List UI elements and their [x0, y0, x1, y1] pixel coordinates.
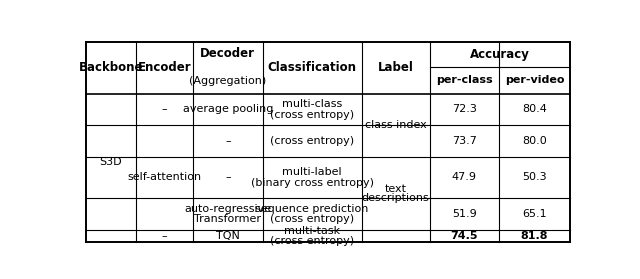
Text: multi-task: multi-task	[284, 226, 340, 235]
Text: 81.8: 81.8	[521, 231, 548, 241]
Text: 51.9: 51.9	[452, 209, 477, 219]
Text: text: text	[385, 184, 406, 194]
Text: multi-class: multi-class	[282, 99, 342, 109]
Text: class index: class index	[365, 120, 427, 130]
Text: (cross entropy): (cross entropy)	[270, 236, 354, 246]
Text: Transformer: Transformer	[195, 214, 261, 224]
Text: TQN: TQN	[216, 231, 240, 241]
Text: Label: Label	[378, 61, 413, 74]
Text: multi-label: multi-label	[282, 167, 342, 177]
Text: 47.9: 47.9	[452, 172, 477, 182]
Text: average pooling: average pooling	[182, 104, 273, 114]
Text: Backbone: Backbone	[79, 61, 143, 74]
Text: self-attention: self-attention	[127, 172, 202, 182]
Text: 80.0: 80.0	[522, 136, 547, 146]
Text: –: –	[161, 104, 167, 114]
Text: (cross entropy): (cross entropy)	[270, 214, 354, 224]
Text: –: –	[161, 231, 167, 241]
Text: (binary cross entropy): (binary cross entropy)	[251, 178, 374, 188]
Text: (cross entropy): (cross entropy)	[270, 136, 354, 146]
Text: (cross entropy): (cross entropy)	[270, 110, 354, 120]
Text: 74.5: 74.5	[451, 231, 478, 241]
Text: 50.3: 50.3	[522, 172, 547, 182]
Text: 65.1: 65.1	[522, 209, 547, 219]
Text: sequence prediction: sequence prediction	[255, 204, 369, 213]
Text: auto-regressive: auto-regressive	[184, 204, 271, 213]
Text: per-class: per-class	[436, 75, 493, 85]
Text: –: –	[225, 172, 230, 182]
Text: 80.4: 80.4	[522, 104, 547, 114]
Text: 72.3: 72.3	[452, 104, 477, 114]
Text: Decoder: Decoder	[200, 47, 255, 60]
Text: Encoder: Encoder	[138, 61, 191, 74]
Text: –: –	[225, 136, 230, 146]
Text: S3D: S3D	[99, 157, 122, 167]
Text: per-video: per-video	[505, 75, 564, 85]
Text: (Aggregation): (Aggregation)	[189, 76, 266, 86]
Text: descriptions: descriptions	[362, 193, 429, 203]
Text: 73.7: 73.7	[452, 136, 477, 146]
Text: Classification: Classification	[268, 61, 356, 74]
Text: Accuracy: Accuracy	[470, 48, 530, 61]
